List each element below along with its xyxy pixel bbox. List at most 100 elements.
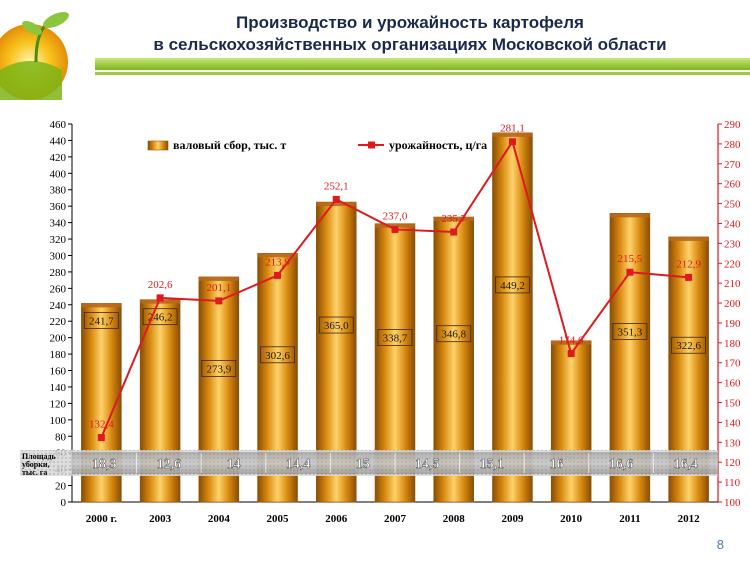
- x-tick-label: 2005: [267, 513, 290, 525]
- bar-label-box: [260, 346, 295, 364]
- y-right-tick-label: 170: [724, 358, 741, 370]
- bar-top: [433, 217, 474, 222]
- y-right-tick-label: 290: [724, 119, 741, 131]
- bar-top: [609, 213, 650, 218]
- yield-marker: [685, 273, 693, 281]
- yield-label: 174,6: [559, 335, 584, 347]
- yield-label: 212,9: [676, 258, 701, 270]
- bar-top: [492, 132, 533, 137]
- y-right-tick-label: 240: [724, 218, 741, 230]
- x-tick-label: 2012: [678, 513, 701, 525]
- bar-label-box: [495, 276, 530, 294]
- yield-label: 132,4: [89, 419, 114, 431]
- title-line-1: Производство и урожайность картофеля: [236, 13, 584, 32]
- y-left-tick-label: 80: [55, 431, 67, 443]
- y-left-tick-label: 340: [50, 218, 67, 230]
- bar-label: 302,6: [265, 350, 290, 362]
- yield-label: 201,1: [206, 282, 231, 294]
- bar-top: [551, 340, 592, 345]
- bar-top: [375, 223, 415, 228]
- area-row-label-line1: Площадь: [22, 452, 57, 461]
- y-left-tick-label: 120: [50, 398, 67, 410]
- bar-label-box: [377, 329, 413, 346]
- bar-label: 365,0: [324, 320, 349, 332]
- yield-label: 202,6: [148, 279, 173, 291]
- bar: [550, 340, 592, 503]
- y-right-tick-label: 190: [724, 318, 741, 330]
- y-right-tick-label: 200: [724, 298, 741, 310]
- area-value: 12,6: [157, 457, 182, 472]
- y-right-tick-label: 180: [724, 338, 741, 350]
- y-right-tick-label: 100: [724, 497, 741, 509]
- area-value: 14,4: [286, 457, 311, 472]
- y-left-tick-label: 140: [50, 382, 67, 394]
- y-left-tick-label: 360: [50, 201, 67, 213]
- area-row-label-line2: уборки,: [22, 460, 49, 469]
- yield-marker: [391, 225, 399, 233]
- y-left-tick-label: 460: [50, 119, 67, 131]
- y-right-tick-label: 210: [724, 278, 741, 290]
- yield-marker: [450, 228, 458, 236]
- bar-label: 449,2: [500, 280, 525, 292]
- yield-marker: [156, 294, 164, 302]
- bar-top: [140, 299, 181, 304]
- yield-marker: [274, 271, 282, 279]
- x-tick-label: 2011: [619, 513, 640, 525]
- bar-label-box: [671, 336, 707, 354]
- x-tick-label: 2007: [384, 513, 407, 525]
- yield-label: 235,7: [441, 213, 466, 225]
- y-left-tick-label: 380: [50, 185, 67, 197]
- y-right-tick-label: 130: [724, 437, 741, 449]
- y-right-tick-label: 280: [724, 139, 741, 151]
- y-right-tick-label: 110: [724, 477, 741, 489]
- y-left-tick-label: 260: [50, 283, 67, 295]
- bar-label-box: [83, 311, 119, 329]
- y-right-tick-label: 140: [724, 417, 741, 429]
- y-left-tick-label: 280: [50, 267, 67, 279]
- y-left-tick-label: 240: [50, 300, 67, 312]
- bar-label: 273,9: [206, 363, 231, 375]
- y-left-tick-label: 20: [55, 481, 67, 493]
- yield-label: 237,0: [383, 210, 408, 222]
- y-right-tick-label: 250: [724, 199, 741, 211]
- header-decoration: [0, 0, 750, 100]
- x-tick-label: 2009: [501, 513, 524, 525]
- bar-label-box: [436, 325, 472, 343]
- yield-marker: [508, 138, 516, 146]
- y-left-tick-label: 160: [50, 366, 67, 378]
- bar-top: [316, 202, 357, 207]
- yield-label: 252,1: [324, 180, 349, 192]
- area-row-label-line3: тыс. га: [22, 468, 47, 477]
- y-left-tick-label: 420: [50, 152, 67, 164]
- y-left-tick-label: 300: [50, 250, 67, 262]
- x-tick-label: 2006: [325, 513, 348, 525]
- area-value: 14,5: [415, 457, 440, 472]
- bar-label: 338,7: [383, 333, 408, 345]
- bar-label: 346,8: [441, 329, 466, 341]
- legend-label-line: урожайность, ц/га: [389, 138, 487, 152]
- yield-marker: [567, 350, 575, 358]
- x-tick-label: 2008: [443, 513, 466, 525]
- yield-marker: [215, 297, 223, 305]
- legend-swatch-bar: [147, 140, 169, 151]
- page-title: Производство и урожайность картофеля в с…: [90, 12, 730, 56]
- y-left-tick-label: 180: [50, 349, 67, 361]
- area-value: 15,1: [480, 457, 505, 472]
- bar-top: [81, 303, 122, 308]
- legend-swatch-marker: [368, 141, 375, 149]
- y-left-tick-label: 400: [50, 168, 67, 180]
- bar-top: [257, 253, 298, 258]
- bar-top: [668, 236, 709, 241]
- x-tick-label: 2004: [208, 513, 231, 525]
- bar-label: 322,6: [676, 340, 701, 352]
- area-value: 16,4: [673, 457, 698, 472]
- y-right-tick-label: 230: [724, 238, 741, 250]
- bar-top: [198, 276, 239, 281]
- y-left-tick-label: 200: [50, 333, 67, 345]
- y-left-tick-label: 320: [50, 234, 67, 246]
- bar-label: 241,7: [89, 315, 114, 327]
- yield-marker: [332, 195, 340, 203]
- page-number: 8: [716, 537, 724, 552]
- bar-label-box: [142, 308, 178, 326]
